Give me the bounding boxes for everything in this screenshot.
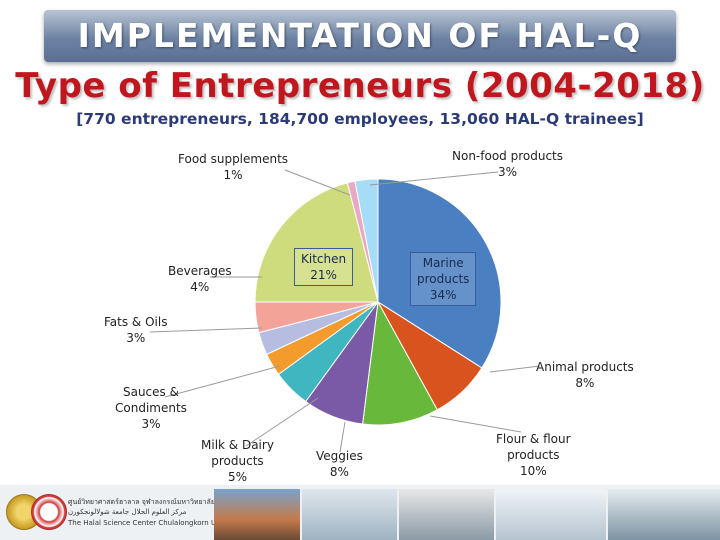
banner-title: IMPLEMENTATION OF HAL-Q — [77, 16, 643, 55]
leader-line-0 — [284, 169, 351, 196]
pie-slice-flour-flour-products — [362, 300, 438, 426]
equipment-photo — [608, 489, 720, 540]
leader-line-3 — [149, 327, 263, 333]
slice-label-marine-products: Marine products 34% — [410, 252, 477, 306]
leader-line-6 — [339, 421, 346, 453]
footer-thai-name: ศูนย์วิทยาศาสตร์ฮาลาล จุฬาลงกรณ์มหาวิทยา… — [68, 498, 215, 506]
slice-label-veggies: Veggies 8% — [316, 449, 363, 479]
slice-label-animal-products: Animal products 8% — [536, 360, 634, 390]
chart-subtitle: [770 entrepreneurs, 184,700 employees, 1… — [76, 110, 644, 128]
halal-center-logo — [31, 494, 67, 530]
building-photo — [214, 489, 300, 540]
lab-photo — [302, 489, 397, 540]
pie-slice-marine-products — [377, 178, 502, 369]
scientists-photo — [496, 489, 606, 540]
leader-line-4 — [164, 365, 281, 398]
leader-line-5 — [245, 397, 319, 447]
slice-label-food-supplements: Food supplements 1% — [178, 152, 289, 182]
slice-label-flour: Flour & flour products 10% — [496, 432, 571, 478]
leader-line-1 — [369, 171, 499, 186]
footer-arabic-name: مركز العلوم الحلال جامعة شولالونجكورن — [68, 508, 187, 516]
slice-label-sauces-condiments: Sauces & Condiments 3% — [115, 385, 187, 431]
pie-slice-kitchen — [254, 182, 379, 303]
slice-label-milk-dairy: Milk & Dairy products 5% — [201, 438, 274, 484]
slice-label-beverages: Beverages 4% — [168, 264, 232, 294]
leader-line-7 — [429, 415, 522, 433]
footer-english-name: The Halal Science Center Chulalongkorn U… — [68, 519, 247, 527]
pie-slice-non-food-products — [354, 178, 379, 303]
slice-label-non-food-products: Non-food products 3% — [452, 149, 563, 179]
chart-title: Type of Entrepreneurs (2004-2018) — [15, 66, 705, 106]
slice-label-kitchen: Kitchen 21% — [294, 248, 354, 286]
slice-label-fats-oils: Fats & Oils 3% — [104, 315, 168, 345]
header-banner: IMPLEMENTATION OF HAL-Q — [44, 10, 676, 62]
leader-line-8 — [489, 365, 541, 373]
laboratory-photo — [399, 489, 494, 540]
